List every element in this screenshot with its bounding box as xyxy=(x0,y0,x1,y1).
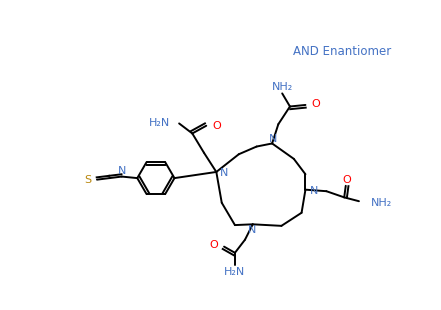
Text: N: N xyxy=(310,186,318,196)
Text: O: O xyxy=(209,240,218,250)
Text: N: N xyxy=(269,134,277,144)
Text: O: O xyxy=(213,121,221,131)
Text: NH₂: NH₂ xyxy=(272,82,293,92)
Text: N: N xyxy=(248,225,256,235)
Text: AND Enantiomer: AND Enantiomer xyxy=(293,45,391,58)
Text: H₂N: H₂N xyxy=(224,267,246,277)
Text: N: N xyxy=(118,166,126,176)
Text: O: O xyxy=(342,175,351,185)
Text: H₂N: H₂N xyxy=(149,118,170,128)
Text: NH₂: NH₂ xyxy=(370,198,392,208)
Text: N: N xyxy=(220,169,228,179)
Text: O: O xyxy=(312,99,321,109)
Text: S: S xyxy=(84,175,92,185)
